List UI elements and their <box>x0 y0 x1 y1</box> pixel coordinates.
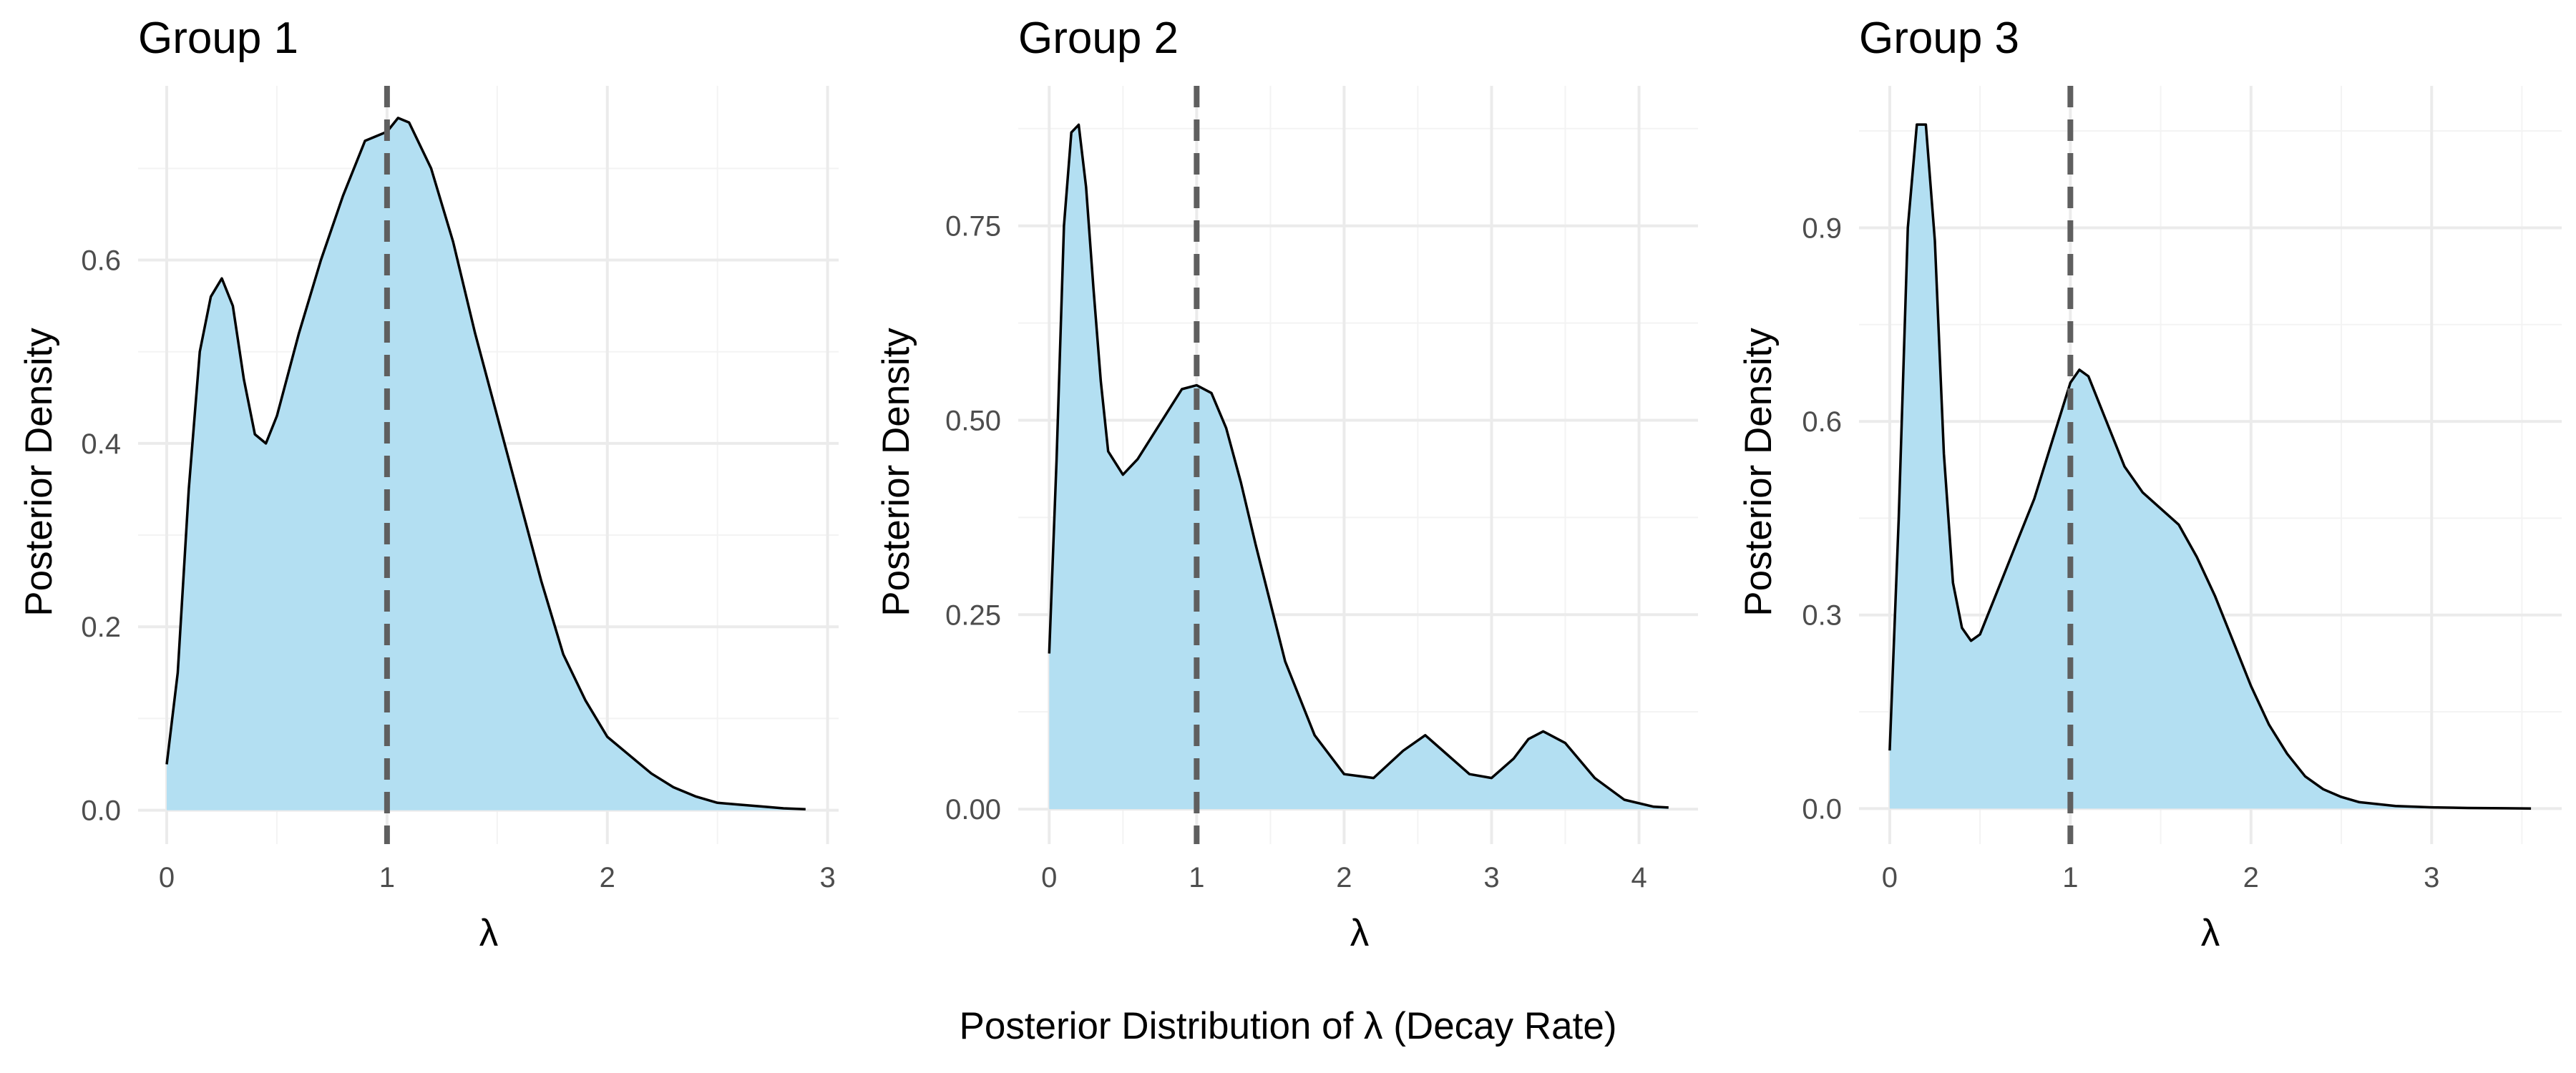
y-axis-title: Posterior Density <box>1737 328 1780 617</box>
x-tick-label: 1 <box>2062 862 2078 893</box>
panel-group-2: Group 2 λ Posterior Density 0 1 2 3 4 0.00 0.2… <box>875 14 1698 954</box>
density-curve <box>1048 123 1669 809</box>
panel-title: Group 2 <box>1018 14 1179 63</box>
y-tick-label: 0.75 <box>945 211 1001 242</box>
density-area <box>1889 124 2532 809</box>
x-tick-label: 3 <box>1483 862 1499 893</box>
x-axis-title: λ <box>2201 912 2220 954</box>
density-area <box>167 117 806 810</box>
x-tick-label: 2 <box>1336 862 1352 893</box>
y-axis-title: Posterior Density <box>875 328 917 617</box>
density-curve <box>165 117 806 811</box>
y-tick-label: 0.00 <box>945 794 1001 825</box>
y-tick-label: 0.3 <box>1802 600 1842 632</box>
y-tick-label: 0.2 <box>81 612 121 643</box>
x-tick-label: 2 <box>600 862 615 893</box>
x-axis-title: λ <box>479 912 499 954</box>
density-curve <box>1888 123 2532 810</box>
y-tick-label: 0.25 <box>945 599 1001 631</box>
y-axis-title: Posterior Density <box>18 328 60 617</box>
x-tick-label: 4 <box>1631 862 1646 893</box>
y-tick-label: 0.9 <box>1802 212 1842 244</box>
y-tick-label: 0.6 <box>81 245 121 277</box>
x-tick-label: 0 <box>1882 862 1898 893</box>
x-tick-label: 1 <box>1189 862 1204 893</box>
density-area <box>1049 124 1669 810</box>
x-tick-label: 3 <box>819 862 835 893</box>
y-tick-label: 0.6 <box>1802 406 1842 438</box>
y-tick-label: 0.4 <box>81 428 121 460</box>
panel-group-1: Group 1 λ Posterior Density 0 1 2 3 0.0 0.2 0.… <box>18 14 839 954</box>
x-axis-title: λ <box>1350 912 1370 954</box>
x-tick-label: 2 <box>2243 862 2259 893</box>
y-tick-label: 0.0 <box>1802 793 1842 825</box>
x-tick-label: 1 <box>379 862 395 893</box>
y-tick-label: 0.50 <box>945 405 1001 436</box>
x-tick-label: 0 <box>1041 862 1057 893</box>
panel-title: Group 3 <box>1859 14 2019 63</box>
y-tick-label: 0.0 <box>81 795 121 827</box>
x-tick-label: 3 <box>2424 862 2439 893</box>
x-tick-label: 0 <box>159 862 175 893</box>
panel-group-3: Group 3 λ Posterior Density 0 1 2 3 0.0 0.3 0.… <box>1737 14 2562 954</box>
panel-title: Group 1 <box>138 14 298 63</box>
figure-caption: Posterior Distribution of λ (Decay Rate) <box>960 1005 1617 1047</box>
